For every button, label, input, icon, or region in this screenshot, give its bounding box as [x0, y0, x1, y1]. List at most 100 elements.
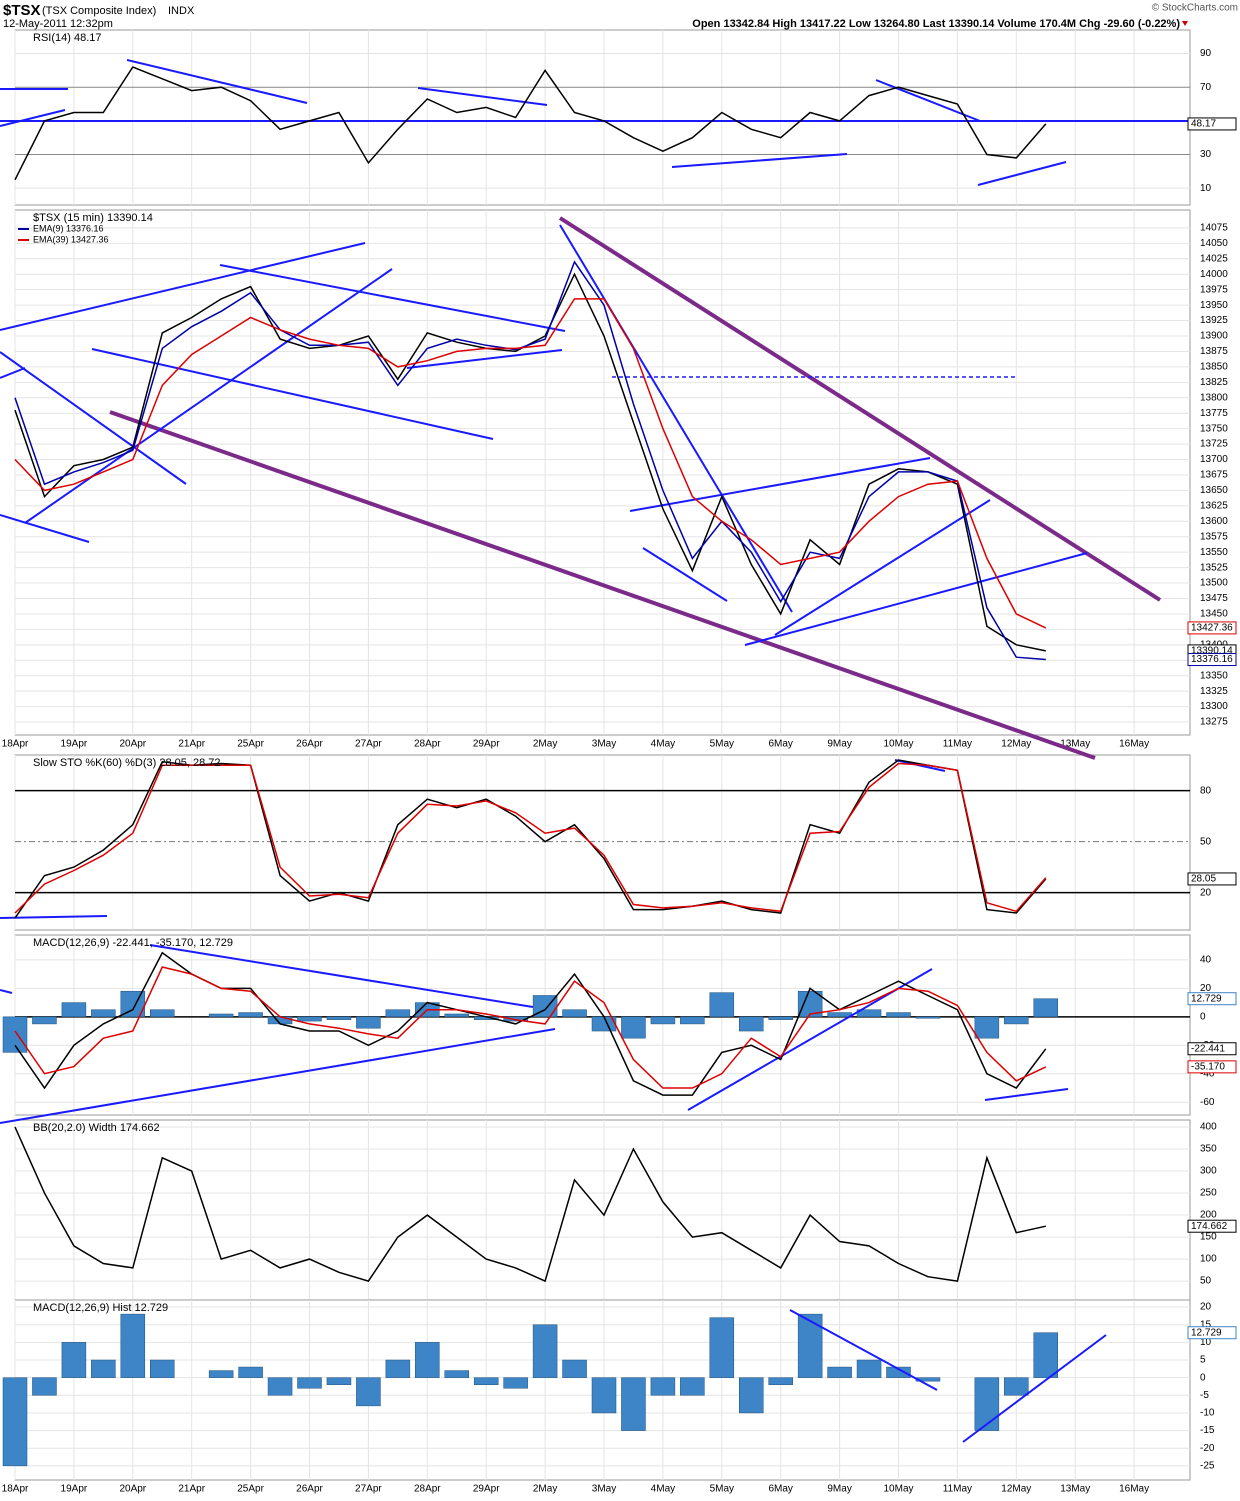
y-tick-label: -40: [1200, 1068, 1215, 1079]
x-tick-label: 29Apr: [473, 1484, 500, 1495]
y-tick-label: 13700: [1200, 454, 1228, 465]
x-tick-label: 9May: [827, 1484, 851, 1495]
histogram-bar: [768, 1377, 793, 1385]
y-tick-label: 13575: [1200, 531, 1228, 542]
x-tick-label: 21Apr: [178, 1484, 205, 1495]
copyright: © StockCharts.com: [1152, 3, 1238, 14]
x-tick-label: 28Apr: [414, 1484, 441, 1495]
y-tick-label: 13300: [1200, 701, 1228, 712]
histogram-bar: [680, 1016, 705, 1025]
value-label: -35.170: [1191, 1062, 1225, 1073]
histogram-bar: [1004, 1016, 1029, 1025]
series-line: [14, 762, 1047, 914]
histogram-bar: [2, 1377, 28, 1467]
x-tick-label: 25Apr: [237, 739, 264, 750]
trendline: [774, 499, 991, 636]
trendline: [0, 367, 26, 379]
series-line: [14, 1126, 1046, 1283]
y-tick-label: 80: [1200, 785, 1212, 796]
x-tick-label: 9May: [827, 739, 851, 750]
trendline: [0, 514, 90, 543]
y-tick-label: 13625: [1200, 500, 1228, 511]
x-tick-label: 10May: [883, 739, 913, 750]
y-tick-label: 13325: [1200, 686, 1228, 697]
x-tick-label: 28Apr: [414, 739, 441, 750]
value-label: 13427.36: [1191, 623, 1233, 634]
histogram-bar: [120, 1313, 146, 1378]
y-tick-label: -20: [1200, 1443, 1215, 1454]
y-tick-label: 14075: [1200, 223, 1228, 234]
trendline: [744, 552, 1088, 646]
y-tick-label: 13675: [1200, 470, 1228, 481]
y-tick-label: 300: [1200, 1166, 1217, 1177]
histogram-bar: [650, 1377, 676, 1396]
y-tick-label: 13275: [1200, 717, 1228, 728]
y-tick-label: 20: [1200, 887, 1212, 898]
y-tick-label: 400: [1200, 1122, 1217, 1133]
histogram-bar: [856, 1359, 882, 1378]
series-line: [14, 66, 1047, 181]
value-box: [1187, 621, 1237, 635]
histogram-bar: [503, 1377, 528, 1389]
legend-entry: EMA(39) 13427.36: [33, 234, 109, 244]
histogram-bar: [297, 1016, 322, 1022]
y-tick-label: 13475: [1200, 593, 1228, 604]
histogram-bar: [886, 1012, 911, 1018]
trendline: [91, 348, 494, 440]
symbol: $TSX: [3, 2, 41, 19]
y-tick-label: 30: [1200, 149, 1212, 160]
date: 12-May-2011 12:32pm: [3, 18, 113, 30]
trendline: [406, 349, 563, 369]
trendline: [629, 457, 931, 512]
y-tick-label: 20: [1200, 983, 1212, 994]
trendline: [0, 1028, 556, 1124]
series-line: [14, 260, 1046, 661]
series-line: [14, 951, 1047, 1096]
histogram-bar: [473, 1377, 499, 1385]
trendline: [642, 547, 728, 602]
y-tick-label: -15: [1200, 1425, 1215, 1436]
trendline: [984, 1088, 1069, 1101]
legend-entry: $TSX (15 min) 13390.14: [33, 212, 153, 224]
histogram-bar: [32, 1016, 57, 1025]
x-tick-label: 20Apr: [119, 1484, 146, 1495]
trendline: [0, 915, 108, 919]
y-tick-label: -60: [1200, 1097, 1215, 1108]
legend-entry: EMA(9) 13376.16: [33, 223, 104, 233]
x-tick-label: 11May: [943, 739, 972, 750]
value-label: 12.729: [1191, 1327, 1222, 1338]
series-line: [14, 298, 1047, 629]
panel-title: MACD(12,26,9) Hist 12.729: [33, 1302, 168, 1314]
histogram-bar: [444, 1370, 469, 1378]
y-tick-label: 13600: [1200, 516, 1228, 527]
histogram-bar: [827, 1366, 852, 1378]
trendline: [0, 109, 66, 127]
x-tick-label: 19Apr: [61, 739, 88, 750]
x-tick-label: 4May: [651, 739, 675, 750]
x-tick-label: 2May: [533, 1484, 557, 1495]
value-box: [1187, 872, 1237, 886]
trendline: [0, 989, 13, 994]
value-box: [1187, 1042, 1237, 1056]
series-line: [14, 966, 1047, 1089]
value-label: 13376.16: [1191, 654, 1233, 665]
y-tick-label: 5: [1200, 1355, 1206, 1366]
y-tick-label: -25: [1200, 1461, 1215, 1472]
histogram-bar: [91, 1359, 116, 1378]
y-tick-label: 10: [1200, 183, 1212, 194]
trendline: [894, 759, 946, 772]
x-tick-label: 27Apr: [355, 1484, 382, 1495]
histogram-bar: [886, 1366, 911, 1378]
y-tick-label: 20: [1200, 1302, 1212, 1313]
histogram-bar: [621, 1377, 646, 1431]
histogram-bar: [32, 1377, 57, 1396]
x-tick-label: 27Apr: [355, 739, 382, 750]
y-tick-label: -5: [1200, 1390, 1209, 1401]
histogram-bar: [385, 1009, 411, 1018]
trendline: [0, 242, 366, 331]
legend-entry: BB(20,2.0) Width 174.662: [33, 1122, 160, 1134]
value-box: [1187, 992, 1237, 1006]
y-tick-label: 15: [1200, 1319, 1212, 1330]
y-tick-label: 90: [1200, 48, 1212, 59]
histogram-bar: [915, 1016, 941, 1019]
